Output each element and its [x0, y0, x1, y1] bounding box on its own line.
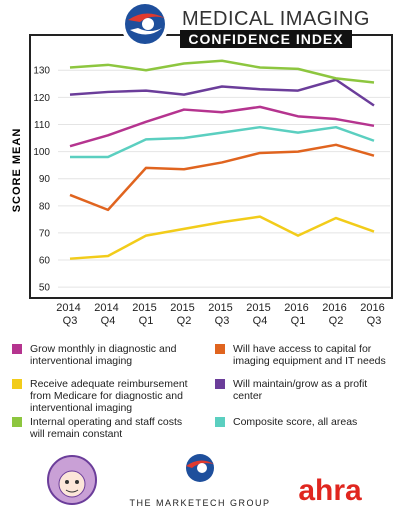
legend-swatch	[12, 417, 22, 427]
plot-frame	[29, 34, 393, 299]
y-tick-label: 70	[39, 228, 51, 239]
x-tick-label: 2015 Q2	[170, 302, 198, 327]
series-line	[69, 105, 375, 148]
y-tick-label: 50	[39, 283, 51, 294]
x-tick-label: 2015 Q1	[132, 302, 160, 327]
legend-swatch	[12, 344, 22, 354]
legend-item: Will have access to capital for imaging …	[215, 343, 395, 367]
legend-label: Will maintain/grow as a profit center	[233, 378, 368, 402]
partner-logo: ahra	[298, 474, 362, 507]
y-tick-label: 120	[33, 93, 50, 104]
series-line	[69, 215, 375, 260]
legend-label: Composite score, all areas	[233, 416, 358, 428]
legend-item: Grow monthly in diagnostic and intervent…	[12, 343, 192, 367]
y-tick-label: 100	[33, 147, 50, 158]
company-name: THE MARKETECH GROUP	[129, 498, 270, 508]
y-axis-label: SCORE MEAN	[11, 128, 23, 213]
x-tick-label: 2015 Q4	[246, 302, 274, 327]
legend-swatch	[215, 379, 225, 389]
header-bar	[180, 30, 352, 48]
legend-item: Receive adequate reimbursement from Medi…	[12, 378, 192, 414]
header-title: MEDICAL IMAGING	[182, 8, 370, 30]
chart: MEDICAL IMAGING CONFIDENCE INDEX SCORE M…	[11, 0, 393, 327]
legend-label: Will have access to capital for imaging …	[233, 343, 386, 367]
series-line	[69, 78, 375, 107]
y-tick-label: 110	[34, 120, 50, 131]
legend-label: Grow monthly in diagnostic and intervent…	[30, 343, 177, 367]
y-tick-label: 80	[39, 201, 51, 212]
legend-label: Receive adequate reimbursement from Medi…	[30, 378, 188, 414]
mascot-icon	[47, 455, 97, 505]
footer-art: THE MARKETECH GROUP ahra	[47, 454, 362, 508]
x-tick-label: 2014 Q3	[56, 302, 84, 327]
logo-icon	[121, 0, 169, 48]
series-line	[70, 125, 375, 159]
legend-label: Internal operating and staff costs will …	[30, 416, 183, 440]
series-line	[69, 59, 375, 84]
x-tick-label: 2016 Q2	[322, 302, 350, 327]
series-line	[69, 143, 375, 212]
y-tick-label: 130	[33, 66, 50, 77]
legend-swatch	[12, 379, 22, 389]
x-tick-label: 2016 Q3	[360, 302, 388, 327]
y-tick-label: 90	[39, 174, 51, 185]
marketech-logo	[186, 454, 214, 482]
legend-item: Internal operating and staff costs will …	[12, 416, 192, 440]
x-tick-label: 2015 Q3	[208, 302, 236, 327]
legend-item: Will maintain/grow as a profit center	[215, 378, 395, 402]
footer: THE MARKETECH GROUP ahra	[0, 448, 400, 516]
x-tick-label: 2016 Q1	[284, 302, 312, 327]
x-tick-label: 2014 Q4	[94, 302, 122, 327]
legend-item: Composite score, all areas	[215, 416, 395, 428]
y-tick-label: 60	[39, 256, 51, 267]
legend-swatch	[215, 344, 225, 354]
legend-swatch	[215, 417, 225, 427]
header-subtitle: CONFIDENCE INDEX	[188, 31, 343, 47]
